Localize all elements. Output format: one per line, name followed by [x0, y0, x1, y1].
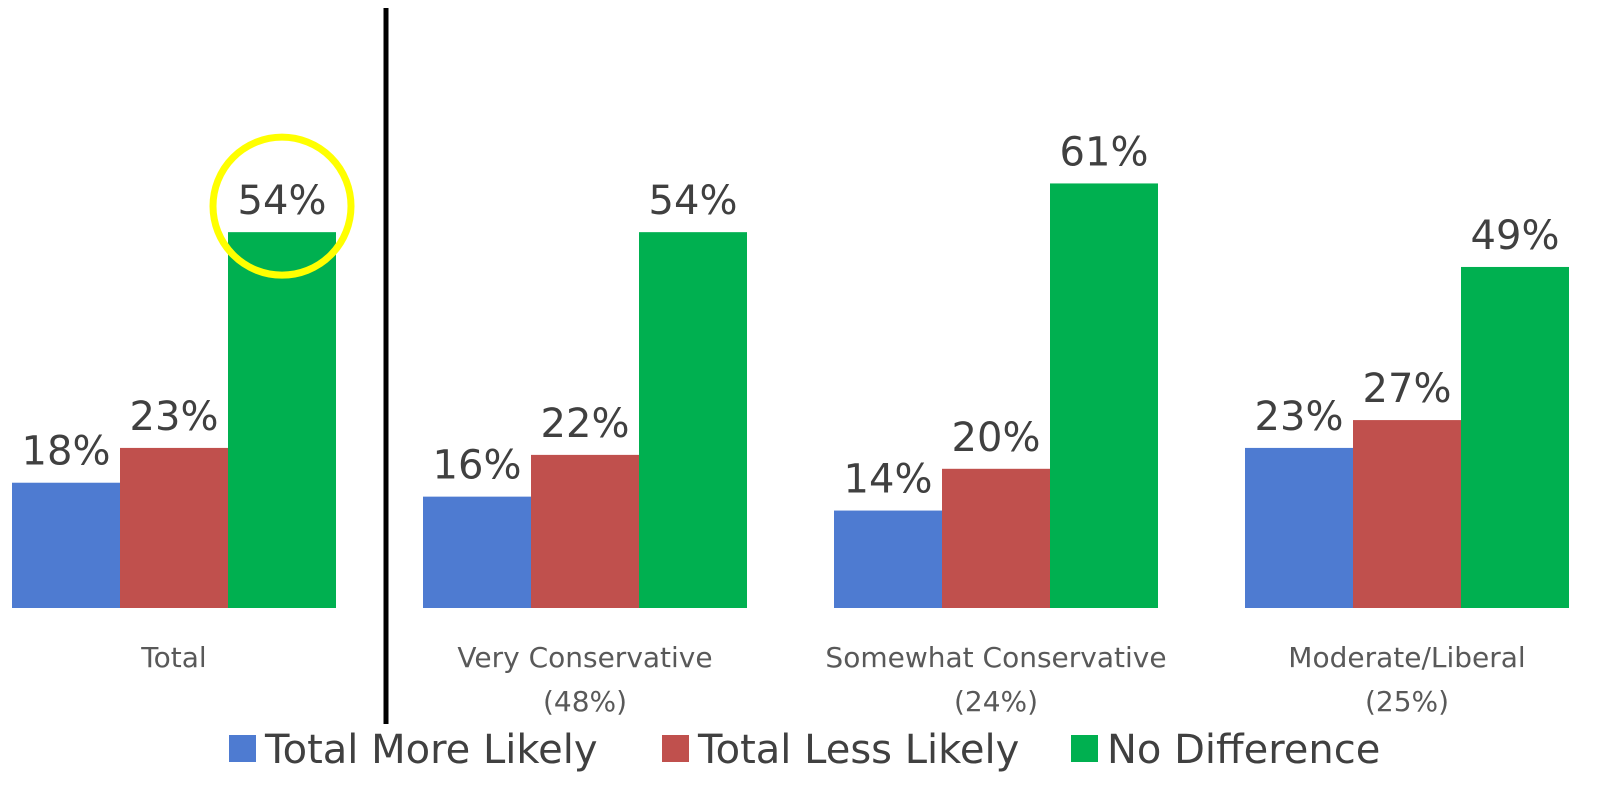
bar-total-no-difference: [228, 232, 336, 608]
bar-very-conservative-total-less-likely: [531, 454, 639, 608]
value-label-very-conservative-total-less-likely: 22%: [541, 401, 630, 447]
legend-swatch-total-more-likely: [229, 735, 256, 762]
value-label-moderate-liberal-total-less-likely: 27%: [1363, 366, 1452, 412]
legend-label-total-more-likely: Total More Likely: [264, 727, 598, 773]
bar-total-total-more-likely: [12, 482, 120, 608]
bar-moderate-liberal-no-difference: [1461, 266, 1569, 608]
bar-moderate-liberal-total-less-likely: [1353, 420, 1461, 608]
value-label-moderate-liberal-no-difference: 49%: [1471, 213, 1560, 259]
bar-somewhat-conservative-no-difference: [1050, 183, 1158, 608]
bar-total-total-less-likely: [120, 447, 228, 608]
value-label-moderate-liberal-total-more-likely: 23%: [1255, 394, 1344, 440]
bar-somewhat-conservative-total-more-likely: [834, 510, 942, 608]
bars-layer: [12, 183, 1569, 608]
legend: Total More Likely Total Less Likely No Dif…: [229, 727, 1380, 773]
bar-very-conservative-total-more-likely: [423, 496, 531, 608]
value-label-total-total-less-likely: 23%: [130, 394, 219, 440]
category-label-moderate-liberal: Moderate/Liberal (25%): [1288, 641, 1525, 718]
value-label-very-conservative-total-more-likely: 16%: [433, 443, 522, 489]
value-label-total-no-difference: 54%: [238, 178, 327, 224]
legend-swatch-no-difference: [1071, 735, 1098, 762]
category-labels-layer: Total Very Conservative (48%) Somewhat Cons…: [140, 641, 1525, 718]
highlight-circle: [209, 133, 355, 279]
legend-swatch-total-less-likely: [662, 735, 689, 762]
value-label-somewhat-conservative-total-less-likely: 20%: [952, 415, 1041, 461]
bar-moderate-liberal-total-more-likely: [1245, 447, 1353, 608]
value-labels-layer: 18% 23% 54% 16% 22% 54% 14% 20% 61% 23% 27% 49%: [22, 129, 1560, 502]
bar-very-conservative-no-difference: [639, 232, 747, 608]
value-label-total-total-more-likely: 18%: [22, 429, 111, 475]
category-label-somewhat-conservative: Somewhat Conservative (24%): [825, 641, 1166, 718]
value-label-somewhat-conservative-no-difference: 61%: [1060, 129, 1149, 175]
legend-label-total-less-likely: Total Less Likely: [697, 727, 1019, 773]
value-label-very-conservative-no-difference: 54%: [649, 178, 738, 224]
legend-label-no-difference: No Difference: [1107, 727, 1380, 773]
category-label-very-conservative: Very Conservative (48%): [457, 641, 712, 718]
bar-somewhat-conservative-total-less-likely: [942, 468, 1050, 608]
value-label-somewhat-conservative-total-more-likely: 14%: [844, 457, 933, 503]
category-label-total: Total: [140, 641, 206, 674]
